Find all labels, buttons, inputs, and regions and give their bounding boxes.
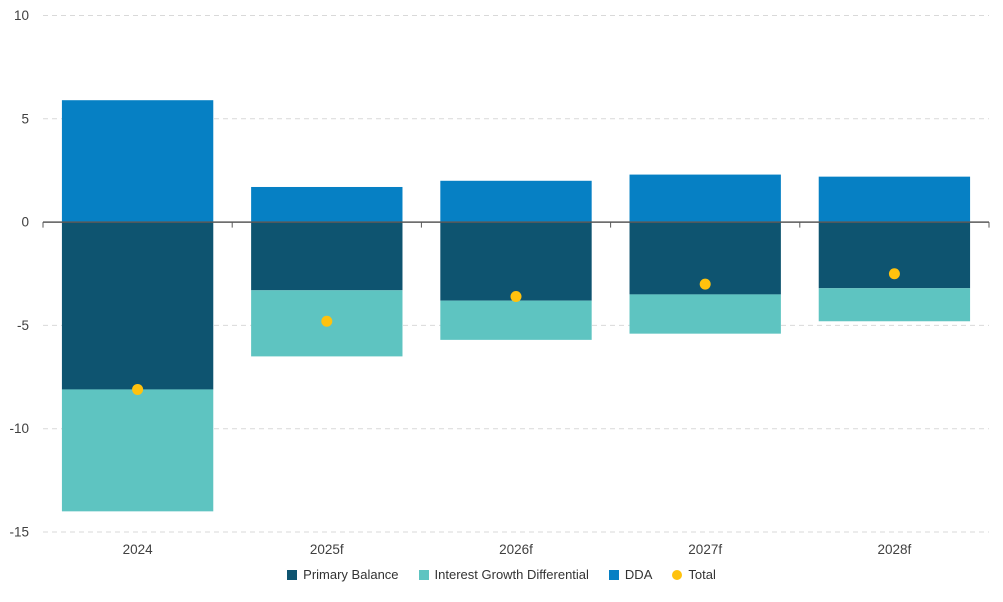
- legend-item-total: Total: [672, 567, 716, 582]
- y-tick-label: 5: [21, 111, 29, 126]
- legend-label: DDA: [624, 567, 653, 582]
- bar-segment-primary-balance-2025f: [251, 222, 403, 291]
- total-marker-2025f: [321, 315, 333, 327]
- bar-segment-interest-growth-differential-2027f: [629, 294, 781, 334]
- bar-segment-dda-2027f: [629, 174, 781, 223]
- bar-segment-dda-2026f: [440, 180, 592, 223]
- bar-segment-dda-2028f: [818, 176, 971, 223]
- legend-label: Total: [688, 567, 716, 582]
- bar-segment-dda-2024: [61, 100, 214, 223]
- legend-item-primary-balance: Primary Balance: [287, 567, 399, 582]
- bar-segment-interest-growth-differential-2024: [61, 389, 214, 512]
- bar-segment-interest-growth-differential-2026f: [440, 300, 592, 340]
- y-tick-label: -15: [9, 525, 29, 540]
- bar-segment-primary-balance-2026f: [440, 222, 592, 301]
- legend-circle-icon: [672, 569, 683, 580]
- legend-square-icon: [418, 569, 429, 580]
- y-tick-label: 10: [14, 8, 29, 23]
- y-tick-label: -10: [9, 421, 29, 436]
- total-marker-2027f: [699, 278, 711, 290]
- x-axis-label: 2025f: [310, 542, 344, 557]
- total-marker-2024: [132, 383, 144, 395]
- bar-segment-interest-growth-differential-2028f: [818, 288, 971, 322]
- x-axis-label: 2026f: [499, 542, 533, 557]
- bar-segment-dda-2025f: [251, 186, 403, 223]
- legend-label: Interest Growth Differential: [434, 567, 589, 582]
- legend-item-interest-growth-differential: Interest Growth Differential: [418, 567, 589, 582]
- legend-square-icon: [608, 569, 619, 580]
- chart-legend: Primary Balance Interest Growth Different…: [0, 567, 1003, 582]
- x-axis-label: 2027f: [688, 542, 722, 557]
- legend-item-dda: DDA: [608, 567, 653, 582]
- bar-segment-primary-balance-2024: [61, 222, 214, 390]
- x-axis-label: 2024: [123, 542, 154, 557]
- total-marker-2026f: [510, 290, 522, 302]
- y-tick-label: 0: [21, 215, 29, 230]
- legend-label: Primary Balance: [303, 567, 399, 582]
- x-axis-label: 2028f: [878, 542, 912, 557]
- total-marker-2028f: [888, 268, 900, 280]
- y-tick-label: -5: [17, 318, 29, 333]
- legend-square-icon: [287, 569, 298, 580]
